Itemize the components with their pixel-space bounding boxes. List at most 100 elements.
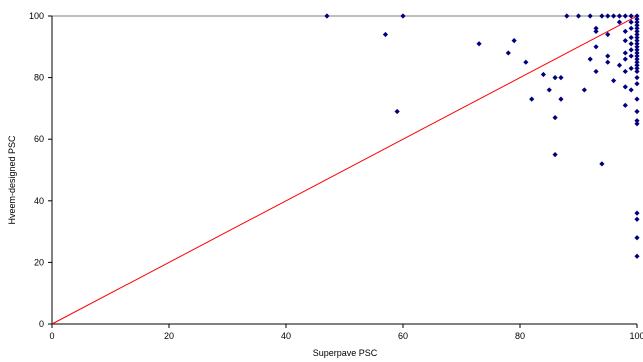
data-point xyxy=(552,115,558,121)
data-point xyxy=(634,235,640,241)
data-point xyxy=(622,50,628,56)
y-tick-label: 20 xyxy=(34,257,44,267)
data-point xyxy=(634,31,640,38)
axes-layer xyxy=(48,15,638,328)
y-tick-label: 80 xyxy=(34,73,44,83)
x-tick-labels: 0 20 40 60 80 100 xyxy=(49,331,643,341)
data-point xyxy=(587,56,593,62)
data-point xyxy=(552,152,558,158)
data-point xyxy=(523,59,529,65)
data-point xyxy=(622,84,628,90)
data-point xyxy=(611,13,617,19)
data-point xyxy=(558,96,564,102)
data-point xyxy=(581,87,587,93)
y-tick-label: 0 xyxy=(39,319,44,329)
data-point xyxy=(628,25,634,31)
data-point xyxy=(599,13,605,19)
data-point xyxy=(622,102,628,108)
data-point xyxy=(634,59,640,65)
data-point xyxy=(575,13,582,19)
data-point xyxy=(634,216,640,222)
data-point xyxy=(628,65,634,71)
points-layer xyxy=(324,13,640,259)
data-point xyxy=(634,62,640,68)
data-point xyxy=(634,108,640,115)
data-point xyxy=(593,28,599,34)
data-point xyxy=(382,31,389,38)
data-point xyxy=(616,19,623,25)
data-point xyxy=(605,53,611,59)
x-tick-label: 100 xyxy=(629,331,643,341)
data-point xyxy=(616,13,623,19)
data-point xyxy=(540,71,546,78)
data-point xyxy=(324,13,330,19)
data-point xyxy=(622,28,628,34)
data-point xyxy=(628,41,634,47)
data-point xyxy=(552,75,558,81)
data-point xyxy=(634,118,640,124)
x-tick-label: 40 xyxy=(281,331,291,341)
x-axis-title: Superpave PSC xyxy=(313,348,378,358)
data-point xyxy=(593,44,599,50)
data-point xyxy=(634,56,640,62)
data-point xyxy=(634,22,640,28)
data-point xyxy=(511,38,517,44)
data-point xyxy=(529,96,535,102)
data-point xyxy=(622,38,628,44)
x-tick-label: 60 xyxy=(398,331,408,341)
data-point xyxy=(634,44,640,50)
data-point xyxy=(634,81,640,87)
reference-line xyxy=(51,15,638,325)
x-tick-label: 80 xyxy=(515,331,525,341)
data-point xyxy=(634,13,640,19)
y-tick-labels: 0 20 40 60 80 100 xyxy=(29,11,44,329)
data-point xyxy=(634,253,640,259)
data-point xyxy=(599,161,605,167)
data-point xyxy=(587,13,593,19)
data-point xyxy=(634,19,640,25)
data-point xyxy=(476,41,482,47)
data-point xyxy=(634,25,640,31)
data-point xyxy=(634,68,640,75)
data-point xyxy=(628,53,634,59)
data-point xyxy=(634,34,640,41)
y-axis-title: Hveem-designed PSC xyxy=(7,135,17,225)
data-point xyxy=(605,13,611,19)
data-point xyxy=(628,19,634,25)
data-point xyxy=(634,75,640,81)
data-point xyxy=(634,47,640,53)
data-point xyxy=(634,41,640,47)
data-point xyxy=(628,47,634,53)
data-point xyxy=(400,13,406,19)
data-point xyxy=(628,13,634,19)
data-point xyxy=(605,59,611,65)
y-tick-label: 100 xyxy=(29,11,44,21)
data-point xyxy=(634,53,640,59)
data-point xyxy=(634,121,640,127)
x-tick-label: 0 xyxy=(49,331,54,341)
data-point xyxy=(394,108,400,115)
data-point xyxy=(611,78,617,84)
data-point xyxy=(593,25,599,31)
data-point xyxy=(622,56,628,62)
data-point xyxy=(634,65,640,71)
data-point xyxy=(546,87,552,93)
x-tick-label: 20 xyxy=(164,331,174,341)
data-point xyxy=(605,31,611,38)
data-point xyxy=(628,87,634,93)
data-point xyxy=(622,68,628,75)
data-point xyxy=(593,68,599,75)
data-point xyxy=(634,50,640,56)
data-point xyxy=(558,75,564,81)
data-point xyxy=(634,16,640,22)
data-point xyxy=(622,13,628,19)
reference-line-layer xyxy=(51,15,638,325)
data-point xyxy=(634,96,640,102)
data-point xyxy=(634,38,640,44)
data-point xyxy=(634,210,640,216)
data-point xyxy=(505,50,511,56)
y-tick-label: 60 xyxy=(34,134,44,144)
data-point xyxy=(564,13,570,19)
data-point xyxy=(616,62,623,68)
